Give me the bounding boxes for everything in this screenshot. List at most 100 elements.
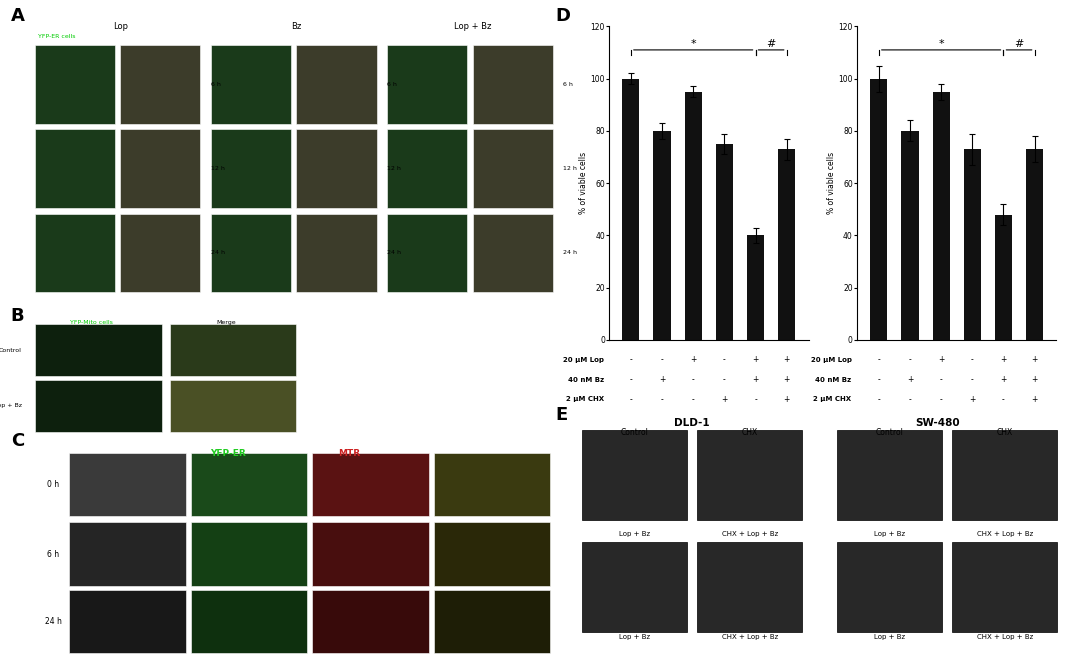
Bar	[696, 430, 802, 520]
Text: -: -	[971, 375, 973, 384]
Bar	[387, 214, 467, 292]
Text: CHX + Lop + Bz: CHX + Lop + Bz	[977, 634, 1033, 640]
Text: -: -	[877, 355, 881, 364]
Text: Merge: Merge	[217, 320, 236, 325]
Text: 6 h: 6 h	[211, 82, 221, 87]
Text: Lop: Lop	[113, 22, 128, 31]
Bar	[932, 92, 950, 340]
Text: 0 h: 0 h	[47, 480, 59, 489]
Bar	[1026, 149, 1044, 340]
Bar	[685, 92, 702, 340]
Text: C: C	[11, 432, 24, 450]
Text: +: +	[784, 355, 790, 364]
Bar	[69, 453, 185, 516]
Bar	[296, 214, 376, 292]
Text: -: -	[630, 355, 633, 364]
Text: DLD-1: DLD-1	[674, 418, 709, 428]
Text: -: -	[630, 375, 633, 384]
Text: Bz: Bz	[291, 22, 302, 31]
Bar	[433, 523, 550, 586]
Text: Lop + Bz: Lop + Bz	[874, 531, 904, 537]
Bar	[191, 453, 307, 516]
Text: 2 μM CHX: 2 μM CHX	[566, 396, 604, 403]
Bar	[472, 129, 553, 208]
Bar	[433, 590, 550, 653]
Bar	[191, 523, 307, 586]
Text: SW-480: SW-480	[915, 418, 959, 428]
Text: 12 h: 12 h	[387, 166, 401, 171]
Text: -: -	[940, 395, 942, 404]
Bar	[121, 214, 201, 292]
Text: 24 h: 24 h	[387, 250, 401, 255]
Bar	[313, 453, 429, 516]
Text: -: -	[877, 375, 881, 384]
Text: 2 μM CHX: 2 μM CHX	[814, 396, 852, 403]
Bar	[211, 214, 291, 292]
Text: Control: Control	[0, 348, 22, 352]
Bar	[69, 590, 185, 653]
Text: 20 μM Lop: 20 μM Lop	[563, 356, 604, 363]
Text: 20 μM Lop: 20 μM Lop	[811, 356, 852, 363]
Text: 40 nM Bz: 40 nM Bz	[567, 376, 604, 383]
Text: 40 nM Bz: 40 nM Bz	[815, 376, 852, 383]
Text: -: -	[909, 395, 911, 404]
Bar	[582, 430, 687, 520]
Text: +: +	[752, 355, 759, 364]
Text: -: -	[940, 375, 942, 384]
Text: #: #	[1014, 38, 1024, 49]
Text: +: +	[1000, 355, 1007, 364]
Text: -: -	[630, 395, 633, 404]
Text: +: +	[721, 395, 728, 404]
Text: Lop + Bz: Lop + Bz	[619, 531, 650, 537]
Text: CHX + Lop + Bz: CHX + Lop + Bz	[721, 634, 777, 640]
Text: CHX + Lop + Bz: CHX + Lop + Bz	[721, 531, 777, 537]
Bar	[837, 542, 942, 632]
Text: 12 h: 12 h	[211, 166, 225, 171]
Text: Lop + Bz: Lop + Bz	[874, 634, 904, 640]
Text: -: -	[909, 355, 911, 364]
Text: #: #	[766, 38, 776, 49]
Text: -: -	[723, 355, 725, 364]
Text: B: B	[11, 307, 25, 325]
Text: -: -	[661, 355, 663, 364]
Text: 6 h: 6 h	[387, 82, 397, 87]
Text: CHX: CHX	[742, 428, 758, 437]
Bar	[387, 45, 467, 123]
Text: 24 h: 24 h	[563, 250, 577, 255]
Bar	[34, 45, 115, 123]
Text: -: -	[1003, 395, 1005, 404]
Bar	[622, 79, 639, 340]
Text: *: *	[938, 38, 944, 49]
Bar	[778, 149, 796, 340]
Text: +: +	[784, 375, 790, 384]
Bar	[582, 542, 687, 632]
Bar	[952, 430, 1058, 520]
Text: -: -	[692, 395, 694, 404]
Bar	[69, 523, 185, 586]
Text: *: *	[690, 38, 696, 49]
Text: +: +	[690, 355, 696, 364]
Text: +: +	[907, 375, 913, 384]
Bar	[952, 542, 1058, 632]
Bar	[387, 129, 467, 208]
Text: +: +	[784, 395, 790, 404]
Bar	[433, 453, 550, 516]
Bar	[211, 129, 291, 208]
Bar	[995, 214, 1012, 340]
Text: 24 h: 24 h	[211, 250, 225, 255]
Bar	[696, 542, 802, 632]
Bar	[121, 129, 201, 208]
Text: +: +	[1032, 355, 1038, 364]
Y-axis label: % of viable cells: % of viable cells	[579, 152, 588, 214]
Bar	[313, 523, 429, 586]
Text: YFP-Mito cells: YFP-Mito cells	[70, 320, 113, 325]
Bar	[34, 379, 162, 432]
Bar	[472, 214, 553, 292]
Text: 6 h: 6 h	[563, 82, 573, 87]
Text: Control: Control	[875, 428, 903, 437]
Text: Control: Control	[621, 428, 648, 437]
Bar	[121, 45, 201, 123]
Text: +: +	[752, 375, 759, 384]
Text: 24 h: 24 h	[45, 617, 61, 626]
Bar	[211, 45, 291, 123]
